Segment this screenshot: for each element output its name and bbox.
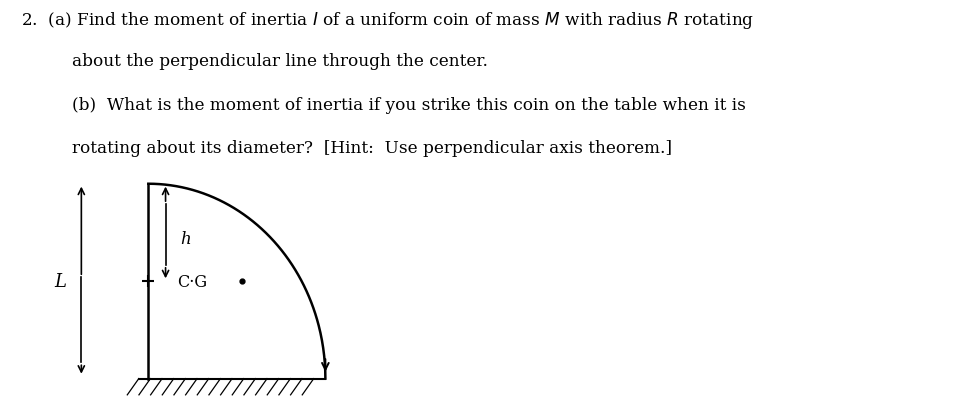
- Text: 2.  (a) Find the moment of inertia $I$ of a uniform coin of mass $M$ with radius: 2. (a) Find the moment of inertia $I$ of…: [21, 10, 754, 31]
- Text: (b)  What is the moment of inertia if you strike this coin on the table when it : (b) What is the moment of inertia if you…: [72, 97, 746, 114]
- Text: C·G: C·G: [177, 273, 207, 290]
- Text: rotating about its diameter?  [Hint:  Use perpendicular axis theorem.]: rotating about its diameter? [Hint: Use …: [72, 140, 672, 157]
- Text: about the perpendicular line through the center.: about the perpendicular line through the…: [72, 53, 488, 70]
- Text: L: L: [55, 273, 66, 290]
- Text: h: h: [180, 230, 190, 247]
